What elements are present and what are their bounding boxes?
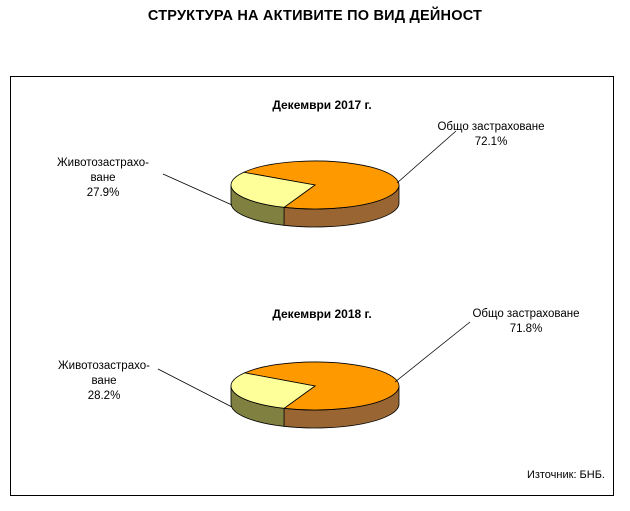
pie-2017: [230, 160, 400, 228]
slice-label-general-2018: Общо застраховане: [472, 308, 579, 320]
leader-line-life-2018: [157, 368, 233, 408]
source-note: Източник: БНБ.: [526, 469, 605, 481]
chart-2018-title: Декември 2018 г.: [272, 307, 371, 321]
slice-life-0: [230, 171, 316, 208]
slice-value-general-2017: 72.1%: [475, 136, 508, 148]
slice-label-life-2017-line2: ване: [90, 172, 115, 184]
slice-label-life-2018-line1: Животозастрахо-: [58, 360, 150, 372]
slice-label-life-2017-line1: Животозастрахо-: [57, 157, 149, 169]
slice-general-0: [242, 160, 400, 210]
chart-2017-title: Декември 2017 г.: [272, 98, 371, 112]
leader-line-general-2017: [396, 130, 457, 184]
slice-life-1: [230, 372, 316, 409]
slice-label-life-2018-line2: ване: [91, 375, 116, 387]
leader-line-life-2017: [162, 173, 233, 206]
slice-value-life-2017: 27.9%: [87, 187, 120, 199]
leader-line-general-2018: [394, 321, 471, 383]
chart-2017: Декември 2017 г. Общо застраховане 72.1%…: [57, 98, 545, 228]
chart-2018: Декември 2018 г. Общо застраховане 71.8%…: [58, 307, 580, 429]
slice-value-general-2018: 71.8%: [510, 323, 543, 335]
page-title: СТРУКТУРА НА АКТИВИТЕ ПО ВИД ДЕЙНОСТ: [147, 8, 483, 24]
pie-2018: [230, 361, 400, 429]
slice-value-life-2018: 28.2%: [88, 390, 121, 402]
slice-label-general-2017: Общо застраховане: [437, 121, 544, 133]
slice-general-1: [243, 361, 400, 411]
